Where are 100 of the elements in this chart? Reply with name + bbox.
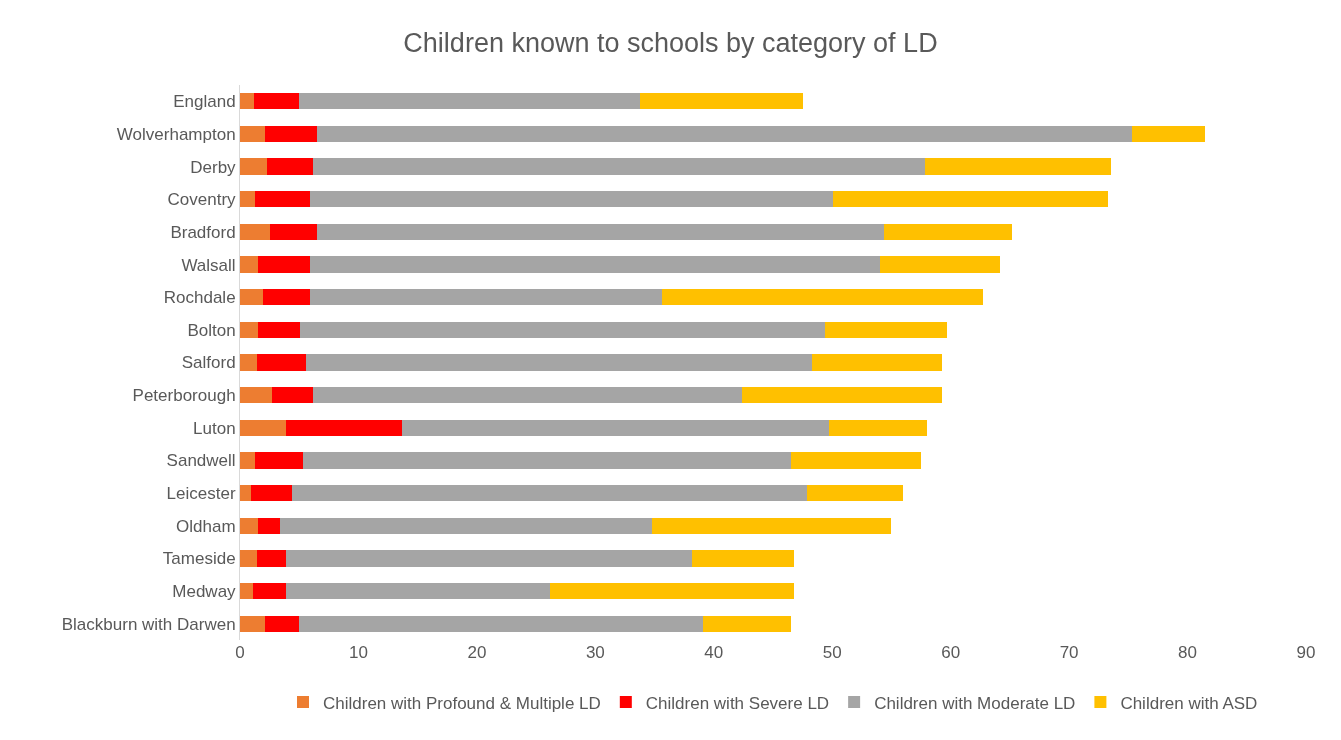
- bar: [267, 158, 314, 175]
- bar: [790, 452, 922, 469]
- bar: [884, 223, 1013, 241]
- bar: [807, 484, 904, 502]
- y-tick-label: Salford: [181, 353, 236, 373]
- y-tick-label: Peterborough: [132, 386, 236, 406]
- bar: [257, 256, 310, 273]
- bar: [833, 191, 1109, 208]
- y-tick-label: Luton: [193, 418, 236, 438]
- bar: [240, 484, 251, 502]
- bar: [692, 550, 795, 567]
- bar: [262, 289, 310, 306]
- bar: [703, 615, 791, 632]
- bar: [302, 452, 791, 469]
- bar: [1131, 125, 1206, 143]
- y-tick-label: Coventry: [167, 190, 237, 210]
- bar: [256, 354, 307, 371]
- y-tick-label: Walsall: [181, 255, 236, 275]
- bar: [879, 256, 1001, 273]
- bar: [402, 419, 829, 436]
- bar: [299, 93, 641, 110]
- bar: [250, 484, 293, 502]
- bar: [309, 191, 834, 208]
- y-tick-label: Leicester: [166, 484, 236, 504]
- bar: [253, 582, 287, 600]
- y-tick-label: Wolverhampton: [116, 124, 236, 144]
- x-tick-label: 50: [822, 643, 842, 662]
- bar: [240, 158, 268, 175]
- bar: [280, 517, 653, 534]
- bar: [240, 550, 257, 567]
- y-tick-label: Bradford: [170, 222, 236, 242]
- bar: [286, 550, 693, 567]
- bar: [269, 223, 317, 241]
- bar: [300, 321, 826, 339]
- x-tick-label: 30: [585, 643, 605, 662]
- bar: [640, 93, 803, 110]
- y-tick-label: Medway: [172, 581, 237, 601]
- bar: [240, 582, 254, 600]
- bar: [299, 615, 704, 632]
- x-tick-label: 40: [704, 643, 724, 662]
- bar: [240, 615, 265, 632]
- y-tick-label: Bolton: [187, 320, 236, 340]
- bar: [240, 223, 270, 241]
- bar: [257, 321, 301, 339]
- bar: [240, 386, 272, 404]
- bar: [240, 93, 255, 110]
- y-tick-label: Oldham: [176, 516, 236, 536]
- bar: [316, 125, 1132, 143]
- bar: [286, 582, 551, 600]
- bar: [286, 419, 403, 436]
- bar: [661, 289, 983, 306]
- y-tick-label: Blackburn with Darwen: [61, 614, 236, 634]
- bar: [240, 289, 263, 306]
- bar: [309, 256, 880, 273]
- bar: [292, 484, 808, 502]
- y-tick-label: England: [173, 92, 236, 112]
- legend-label: Children with Severe LD: [645, 693, 830, 713]
- bar: [313, 386, 743, 404]
- bar: [742, 386, 943, 404]
- bar: [240, 191, 256, 208]
- bar: [240, 125, 265, 143]
- bar: [240, 321, 258, 339]
- y-tick-label: Derby: [190, 157, 237, 177]
- x-tick-label: 0: [235, 643, 245, 662]
- bar: [306, 354, 813, 371]
- bar: [240, 256, 258, 273]
- x-tick-label: 10: [348, 643, 368, 662]
- bar: [257, 517, 281, 534]
- bar: [550, 582, 795, 600]
- bar: [812, 354, 943, 371]
- legend-label: Children with Moderate LD: [874, 693, 1076, 713]
- bar: [240, 517, 258, 534]
- bar: [828, 419, 927, 436]
- bar: [255, 191, 310, 208]
- y-tick-label: Sandwell: [166, 451, 236, 471]
- legend-label: Children with ASD: [1120, 693, 1258, 713]
- legend-label: Children with Profound & Multiple LD: [323, 693, 601, 713]
- bar: [255, 452, 303, 469]
- bar: [264, 615, 300, 632]
- bar: [240, 354, 257, 371]
- x-tick-label: 20: [467, 643, 487, 662]
- bar: [240, 452, 256, 469]
- bar: [316, 223, 885, 241]
- x-tick-label: 70: [1059, 643, 1079, 662]
- x-tick-label: 80: [1178, 643, 1198, 662]
- bar: [264, 125, 317, 143]
- bar: [271, 386, 314, 404]
- bar: [256, 550, 287, 567]
- bar: [240, 419, 287, 436]
- bar: [309, 289, 662, 306]
- x-tick-label: 90: [1296, 643, 1316, 662]
- bar: [924, 158, 1111, 175]
- bar: [652, 517, 892, 534]
- chart-title: Children known to schools by category of LD: [403, 28, 938, 59]
- bar: [825, 321, 948, 339]
- bar: [254, 93, 300, 110]
- x-tick-label: 60: [941, 643, 961, 662]
- bar: [313, 158, 925, 175]
- y-tick-label: Rochdale: [163, 288, 236, 308]
- y-tick-label: Tameside: [162, 549, 236, 569]
